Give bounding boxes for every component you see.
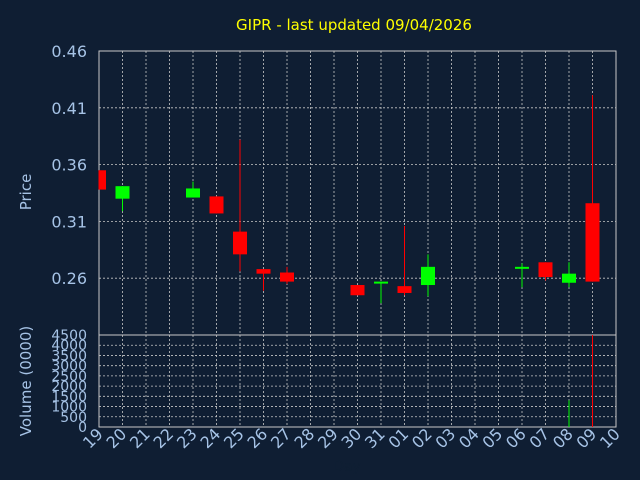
volume-tick-label: 1500	[51, 389, 87, 405]
price-tick-label: 0.31	[51, 212, 87, 231]
candle-body-26	[256, 269, 271, 274]
candle-body-31	[374, 281, 388, 284]
volume-tick-label: 1000	[51, 400, 87, 416]
price-tick-label: 0.26	[51, 269, 87, 288]
candle-body-25	[233, 231, 247, 255]
volume-tick-label: 4500	[51, 328, 87, 344]
price-tick-label: 0.46	[51, 42, 87, 61]
volume-tick-label: 2500	[51, 369, 87, 385]
candle-body-19	[99, 170, 106, 190]
volume-tick-label: 4000	[51, 338, 87, 354]
candle-body-06	[515, 266, 529, 269]
candle-body-30	[350, 285, 365, 296]
x-axis-title: Day	[333, 459, 361, 475]
candle-body-24	[209, 196, 224, 214]
volume-tick-label: 3500	[51, 348, 87, 364]
volume-tick-label: 0	[78, 420, 87, 436]
candle-body-23	[186, 188, 200, 198]
volume-tick-label: 500	[60, 410, 87, 426]
candle-body-07	[538, 262, 553, 278]
price-tick-label: 0.36	[51, 156, 87, 175]
volume-axis-title: Volume (0000)	[17, 326, 35, 436]
candle-body-09	[585, 203, 600, 282]
volume-tick-label: 3000	[51, 359, 87, 375]
price-tick-label: 0.41	[51, 99, 87, 118]
candle-body-27	[280, 272, 294, 282]
candle-body-20	[115, 186, 130, 199]
candle-body-08	[562, 273, 576, 283]
price-panel: 0.46 0.41 0.36 0.31 0.26	[51, 42, 617, 336]
price-axis-title: Price	[17, 174, 35, 211]
chart-title: GIPR - last updated 09/04/2026	[236, 16, 472, 34]
candle-body-02	[421, 266, 435, 286]
volume-tick-label: 2000	[51, 379, 87, 395]
candle-body-01	[397, 286, 412, 293]
